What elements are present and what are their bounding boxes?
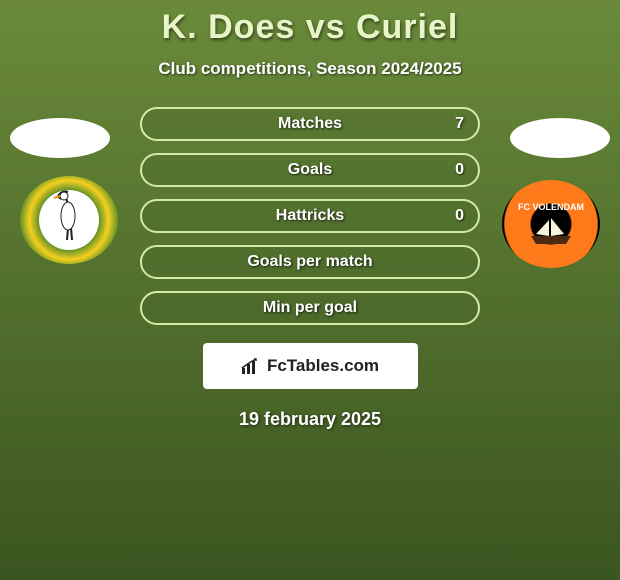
stork-icon	[50, 188, 88, 244]
comparison-title: K. Does vs Curiel	[0, 0, 620, 47]
club-crest-right: FC VOLENDAM	[502, 180, 600, 268]
player-avatar-right	[510, 118, 610, 158]
comparison-date: 19 february 2025	[0, 409, 620, 430]
player-avatar-left	[10, 118, 110, 158]
chart-icon	[241, 358, 261, 374]
stat-right-value: 0	[455, 161, 464, 179]
stat-row-matches: Matches 7	[140, 107, 480, 141]
stat-right-value: 7	[455, 115, 464, 133]
stat-row-min-per-goal: Min per goal	[140, 291, 480, 325]
stat-label: Min per goal	[263, 299, 357, 317]
stat-row-goals: Goals 0	[140, 153, 480, 187]
stat-row-hattricks: Hattricks 0	[140, 199, 480, 233]
club-right-label: FC VOLENDAM	[502, 202, 600, 212]
stat-right-value: 0	[455, 207, 464, 225]
stat-label: Matches	[278, 115, 342, 133]
club-crest-left	[20, 176, 118, 264]
stat-row-goals-per-match: Goals per match	[140, 245, 480, 279]
competition-subtitle: Club competitions, Season 2024/2025	[0, 59, 620, 79]
branding-box[interactable]: FcTables.com	[203, 343, 418, 389]
ship-icon	[526, 216, 576, 246]
stat-label: Hattricks	[276, 207, 344, 225]
branding-text: FcTables.com	[267, 356, 379, 376]
stat-label: Goals per match	[247, 253, 372, 271]
stat-label: Goals	[288, 161, 332, 179]
